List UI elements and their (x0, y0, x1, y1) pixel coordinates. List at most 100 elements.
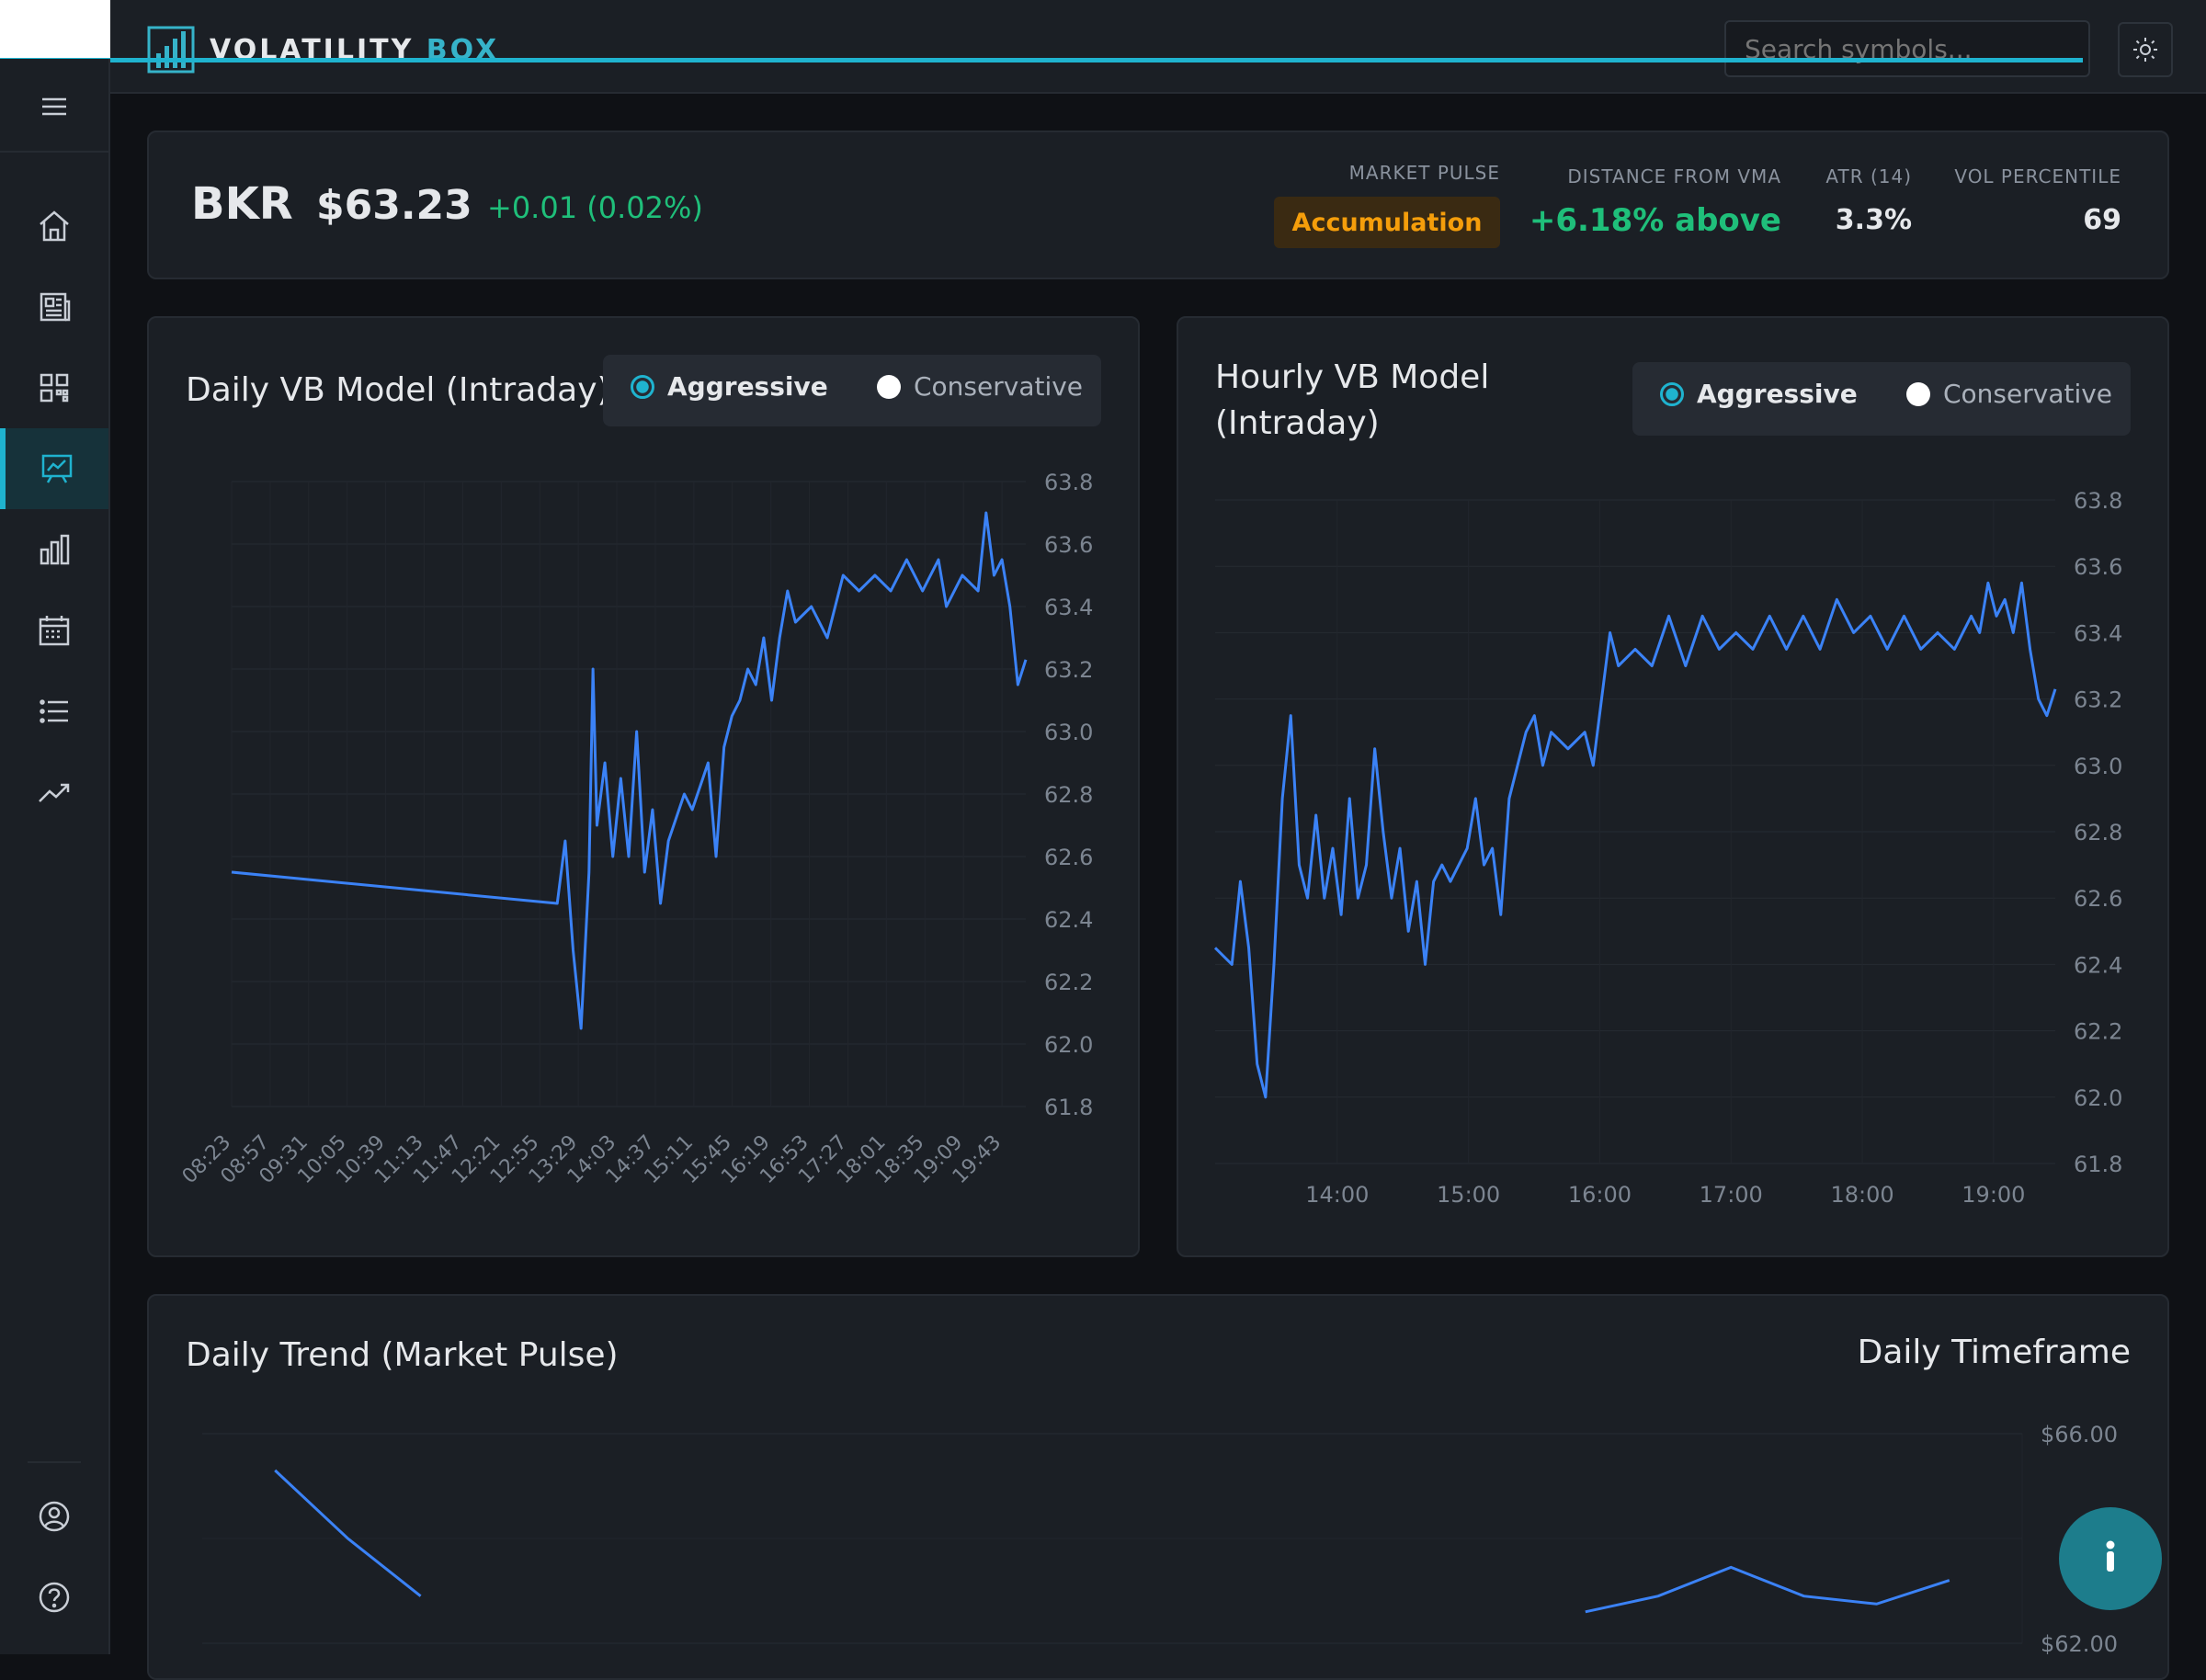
daily-aggressive-radio[interactable]: Aggressive (631, 371, 828, 402)
last-price: $63.23 (316, 182, 472, 229)
y-tick-label: $66.00 (2041, 1422, 2118, 1447)
daily-trend-title: Daily Trend (Market Pulse) (186, 1336, 619, 1374)
account-icon (39, 1501, 70, 1532)
price-change: +0.01 (0.02%) (487, 190, 703, 225)
y-tick-label: 61.8 (1044, 1095, 1093, 1120)
ticker-symbol: BKR (191, 178, 293, 230)
quote-header-card (147, 131, 2169, 279)
trend-series-line (274, 1469, 422, 1597)
sidebar-item-calendar[interactable] (0, 590, 108, 671)
sidebar-item-trends[interactable] (0, 752, 108, 833)
x-tick-label: 19:00 (1962, 1182, 2025, 1208)
daily-trend-card (147, 1294, 2169, 1680)
sidebar (0, 59, 110, 1654)
y-tick-label: $62.00 (2041, 1631, 2118, 1654)
y-tick-label: 63.8 (1044, 470, 1093, 495)
y-tick-label: 63.6 (1044, 532, 1093, 558)
market-pulse-badge: Accumulation (1274, 197, 1500, 248)
y-tick-label: 62.0 (1044, 1032, 1093, 1058)
sidebar-item-analytics[interactable] (0, 509, 108, 590)
news-icon (40, 292, 71, 322)
menu-button[interactable] (0, 66, 108, 147)
sidebar-divider (0, 151, 108, 153)
hourly-vb-model-title: Hourly VB Model (Intraday) (1215, 358, 1490, 442)
y-tick-label: 63.4 (1044, 595, 1093, 620)
x-tick-label: 17:00 (1700, 1182, 1763, 1208)
price-series-line (1213, 581, 2057, 1099)
x-tick-label: 16:00 (1568, 1182, 1632, 1208)
sidebar-item-models[interactable] (0, 428, 108, 509)
daily-conservative-radio[interactable]: Conservative (877, 371, 1083, 402)
hourly-conservative-radio[interactable]: Conservative (1906, 379, 2112, 409)
calendar-icon (39, 616, 70, 646)
sidebar-item-home[interactable] (0, 186, 108, 267)
x-tick-label: 14:00 (1305, 1182, 1369, 1208)
price-series-line (231, 511, 1028, 1030)
y-tick-label: 63.6 (2074, 554, 2122, 580)
y-tick-label: 62.6 (1044, 845, 1093, 870)
radio-unselected-icon (877, 374, 901, 399)
accessibility-icon (2106, 1540, 2115, 1572)
y-tick-label: 61.8 (2074, 1152, 2122, 1177)
hourly-model-mode-toggle (1632, 362, 2131, 436)
presentation-chart-icon (41, 454, 73, 483)
y-tick-label: 62.8 (2074, 820, 2122, 846)
daily-vb-model-chart: 63.8 63.6 63.4 63.2 63.0 62.8 62.6 62.4 62.2 62.0… (178, 470, 1094, 1188)
y-tick-label: 63.4 (2074, 620, 2122, 646)
qr-grid-icon (40, 373, 69, 403)
atr-label: ATR (14) (1825, 165, 1912, 187)
y-tick-label: 63.0 (1044, 720, 1093, 745)
sidebar-item-account[interactable] (0, 1476, 108, 1557)
daily-vb-model-title: Daily VB Model (Intraday) (186, 371, 610, 409)
x-tick-label: 15:00 (1437, 1182, 1500, 1208)
radio-selected-icon (1660, 381, 1684, 406)
y-tick-label: 63.2 (1044, 657, 1093, 683)
y-tick-label: 62.4 (2074, 952, 2122, 978)
y-tick-label: 62.0 (2074, 1085, 2122, 1111)
y-tick-label: 62.6 (2074, 886, 2122, 912)
x-tick-label: 18:00 (1830, 1182, 1893, 1208)
accessibility-button[interactable] (2059, 1507, 2162, 1610)
hourly-vb-model-chart: 63.8 63.6 63.4 63.2 63.0 62.8 62.6 62.4 62.2 62.0… (1213, 488, 2122, 1208)
vol-percentile-label: VOL PERCENTILE (1954, 165, 2121, 187)
loading-progress-bar (0, 58, 2083, 62)
search-input[interactable] (1724, 20, 2090, 77)
y-tick-label: 62.2 (2074, 1019, 2122, 1045)
theme-toggle-button[interactable] (2118, 22, 2173, 77)
radio-selected-icon (631, 374, 654, 399)
sidebar-item-news[interactable] (0, 267, 108, 347)
white-overlay (0, 0, 110, 59)
y-tick-label: 63.8 (2074, 488, 2122, 514)
sidebar-item-help[interactable] (0, 1557, 108, 1638)
hourly-vb-model-card (1177, 316, 2169, 1257)
trending-up-icon (39, 783, 70, 802)
sidebar-item-watchlist[interactable] (0, 671, 108, 752)
hourly-aggressive-radio[interactable]: Aggressive (1660, 379, 1858, 409)
y-tick-label: 62.2 (1044, 970, 1093, 995)
y-tick-label: 63.2 (2074, 687, 2122, 713)
list-icon (40, 699, 68, 723)
brand-logo[interactable]: VOLATILITY BOX (147, 26, 499, 74)
daily-timeframe-label: Daily Timeframe (1857, 1334, 2131, 1371)
sidebar-divider (28, 1461, 81, 1463)
home-icon (40, 210, 69, 242)
atr-value: 3.3% (1835, 204, 1912, 236)
top-bar: VOLATILITY BOX (0, 0, 2206, 94)
distance-from-vma-label: DISTANCE FROM VMA (1567, 165, 1781, 187)
daily-vb-model-card (147, 316, 1140, 1257)
trend-series-line (1585, 1565, 1950, 1614)
sun-icon (2133, 38, 2157, 62)
menu-icon (42, 97, 66, 116)
daily-model-mode-toggle (603, 355, 1101, 426)
bar-chart-icon (40, 534, 70, 565)
help-icon (39, 1582, 70, 1613)
y-tick-label: 62.8 (1044, 782, 1093, 808)
y-tick-label: 63.0 (2074, 754, 2122, 779)
radio-unselected-icon (1906, 381, 1930, 406)
market-pulse-label: MARKET PULSE (1348, 162, 1500, 184)
y-tick-label: 62.4 (1044, 907, 1093, 933)
bar-chart-logo-icon (147, 26, 195, 74)
daily-trend-chart: $66.00 $62.00 (202, 1422, 2118, 1654)
sidebar-item-screener[interactable] (0, 347, 108, 428)
vol-percentile-value: 69 (2083, 204, 2121, 236)
